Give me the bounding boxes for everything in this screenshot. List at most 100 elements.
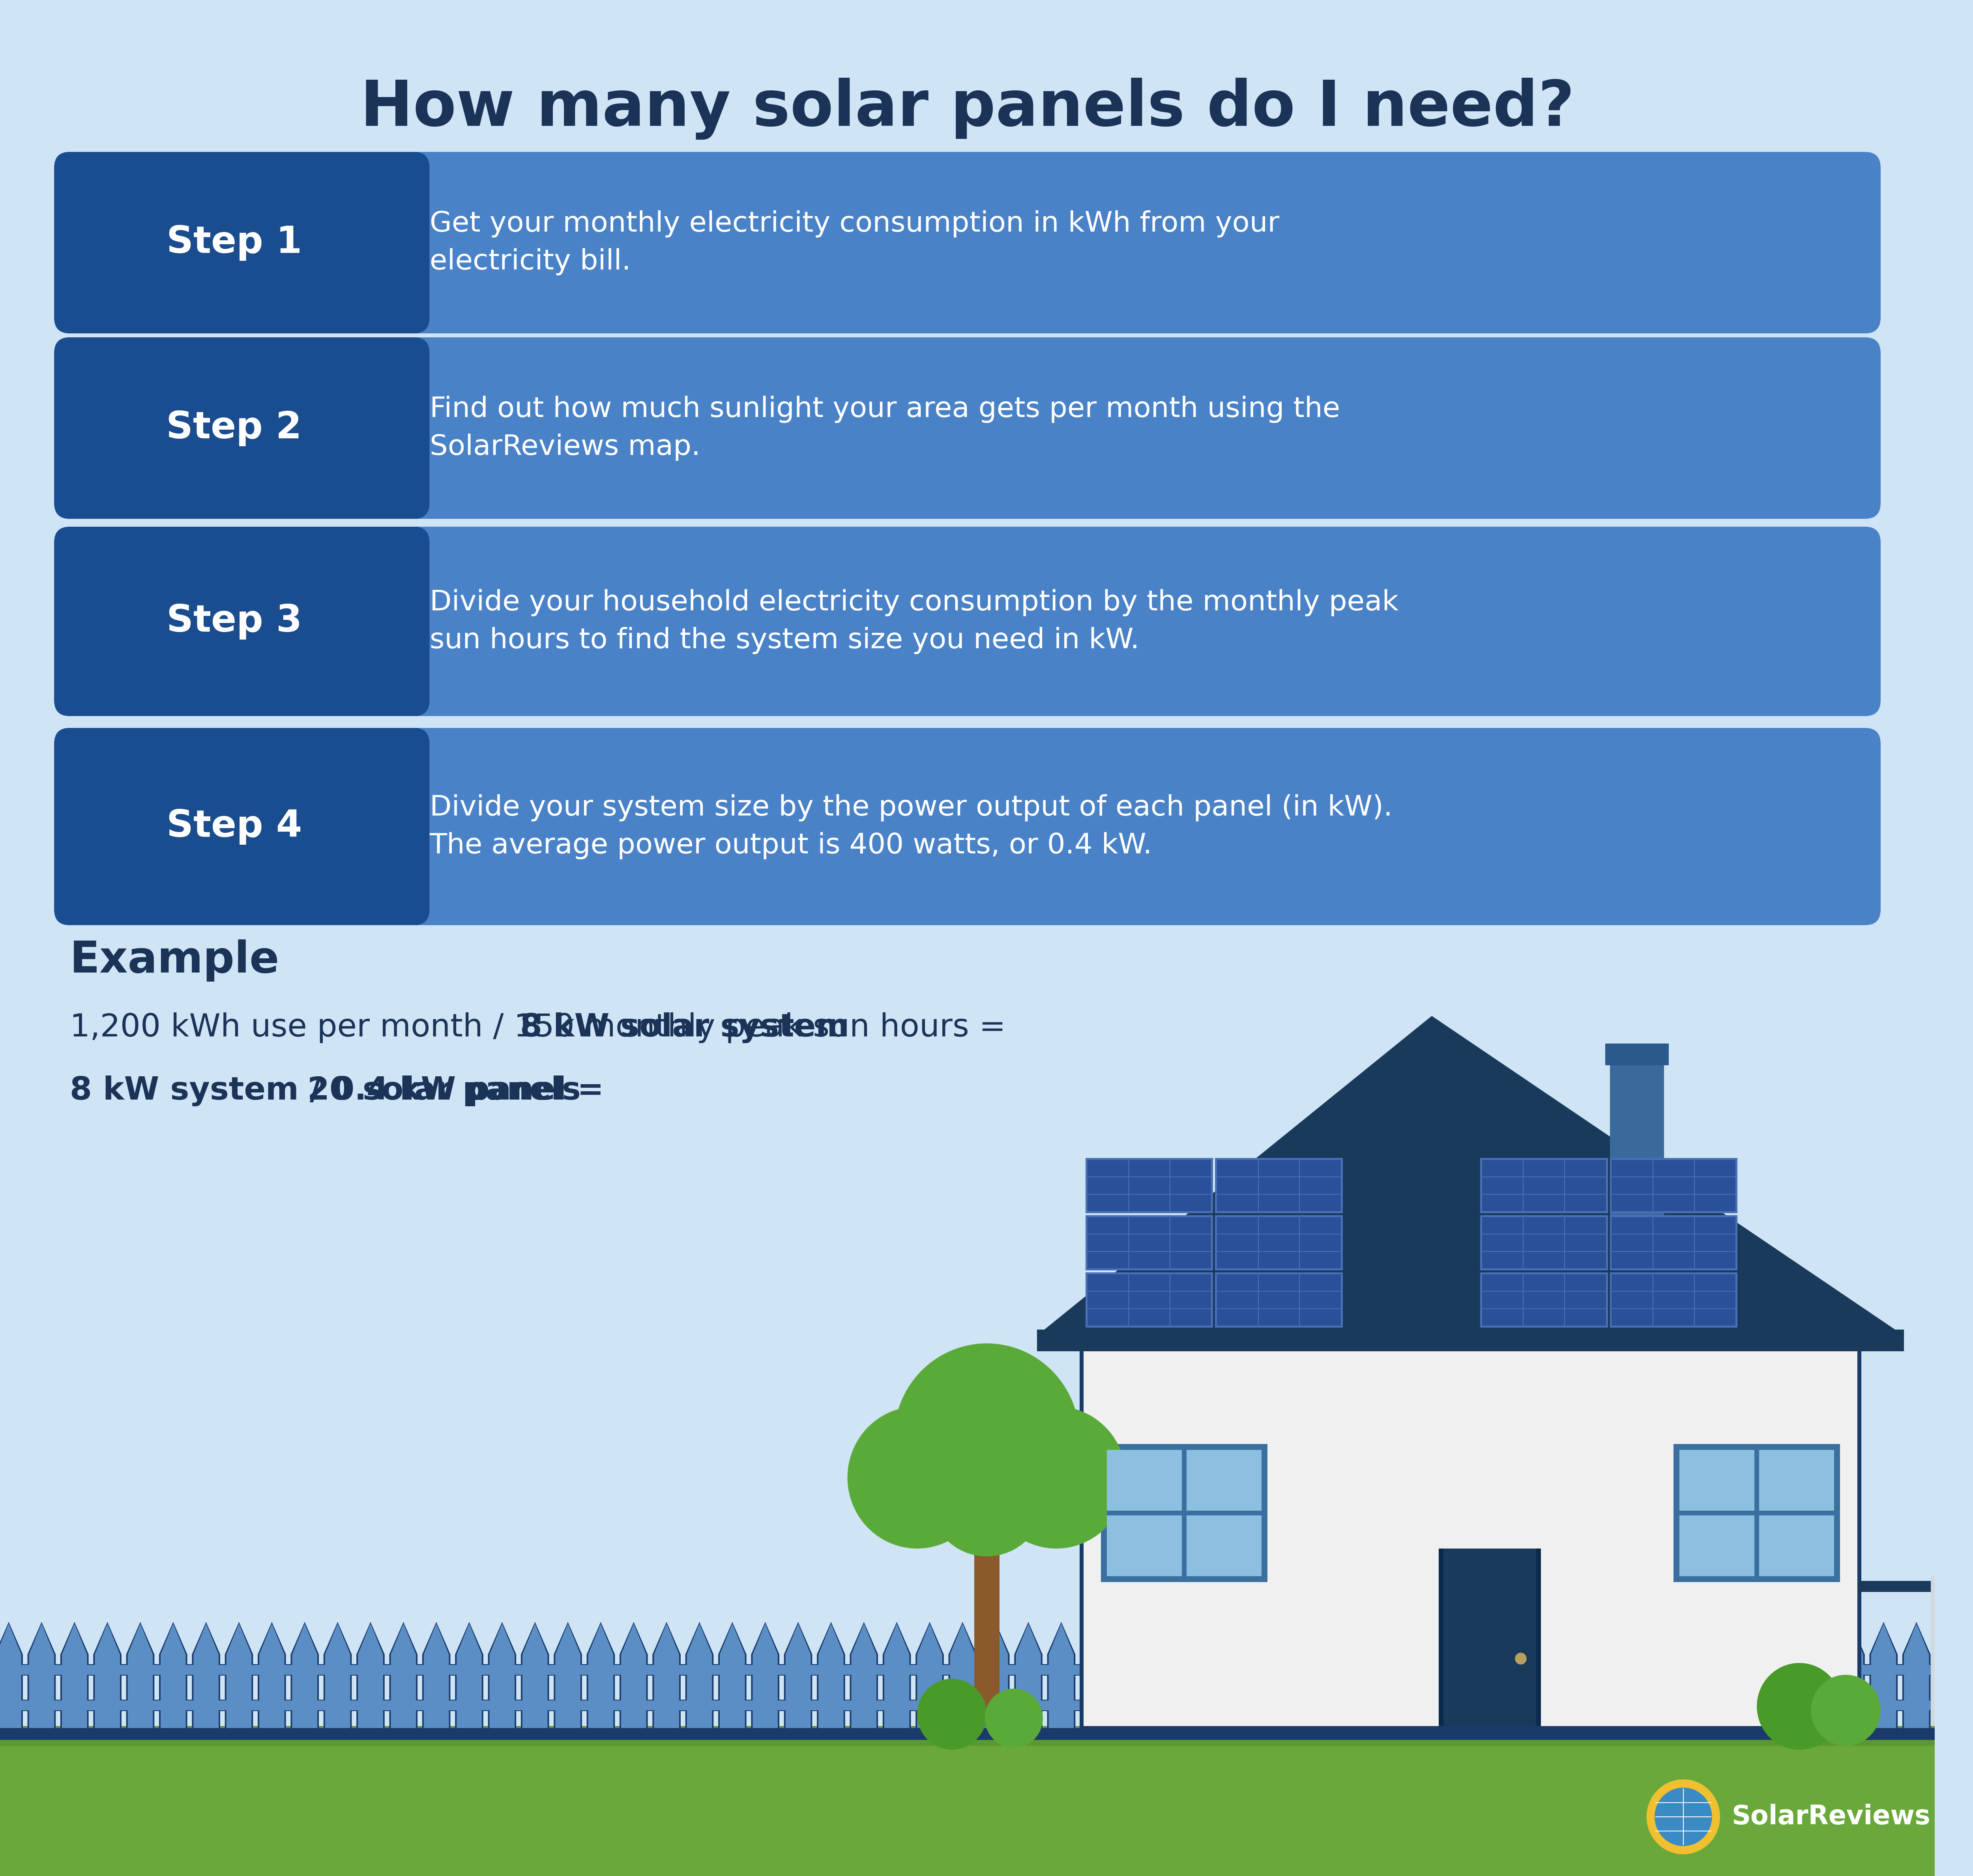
Polygon shape [193, 1623, 219, 1733]
Polygon shape [1740, 1623, 1764, 1733]
Polygon shape [1937, 1623, 1961, 1733]
Polygon shape [1803, 1623, 1831, 1733]
Polygon shape [1279, 1623, 1304, 1733]
Bar [1482, 1159, 1606, 1212]
Polygon shape [489, 1623, 515, 1733]
Polygon shape [1310, 1623, 1338, 1733]
Text: Step 3: Step 3 [166, 604, 302, 640]
Polygon shape [915, 1623, 943, 1733]
Polygon shape [1572, 1623, 1602, 1733]
Polygon shape [1277, 1623, 1306, 1733]
Polygon shape [685, 1623, 714, 1733]
Polygon shape [1377, 1623, 1403, 1733]
Polygon shape [424, 1623, 450, 1733]
Bar [1482, 1218, 1606, 1268]
Polygon shape [95, 1623, 120, 1733]
Polygon shape [983, 1623, 1008, 1733]
Polygon shape [1048, 1623, 1075, 1733]
Polygon shape [1507, 1623, 1535, 1733]
Bar [235, 728, 418, 925]
Polygon shape [1115, 1623, 1140, 1733]
Bar [1444, 1548, 1537, 1726]
Polygon shape [422, 1623, 450, 1733]
Polygon shape [93, 1623, 122, 1733]
Text: How many solar panels do I need?: How many solar panels do I need? [361, 77, 1574, 139]
Polygon shape [1180, 1623, 1206, 1733]
Polygon shape [1870, 1623, 1898, 1733]
Polygon shape [487, 1623, 517, 1733]
Polygon shape [1541, 1623, 1569, 1733]
Polygon shape [586, 1623, 616, 1733]
Polygon shape [819, 1623, 844, 1733]
Text: Find out how much sunlight your area gets per month using the
SolarReviews map.: Find out how much sunlight your area get… [430, 396, 1340, 461]
Bar [0, 1726, 1936, 1747]
Polygon shape [1707, 1623, 1732, 1733]
Polygon shape [850, 1623, 876, 1733]
Bar [1480, 1216, 1608, 1270]
Polygon shape [1837, 1623, 1864, 1733]
Polygon shape [1509, 1623, 1535, 1733]
Polygon shape [1671, 1623, 1701, 1733]
Polygon shape [1770, 1623, 1799, 1733]
Bar [1754, 1450, 1760, 1576]
Polygon shape [1146, 1623, 1174, 1733]
Bar [1610, 1216, 1738, 1270]
Polygon shape [1247, 1623, 1271, 1733]
Polygon shape [554, 1623, 580, 1733]
Polygon shape [718, 1623, 746, 1733]
Polygon shape [391, 1623, 416, 1733]
Polygon shape [752, 1623, 779, 1733]
Circle shape [1647, 1778, 1720, 1853]
Polygon shape [61, 1623, 87, 1733]
Bar [235, 527, 418, 717]
Polygon shape [1705, 1623, 1732, 1733]
FancyBboxPatch shape [53, 152, 1880, 334]
Polygon shape [292, 1623, 318, 1733]
Bar [1215, 1157, 1344, 1214]
Bar [1217, 1159, 1342, 1212]
Bar [1182, 1450, 1186, 1576]
Polygon shape [588, 1623, 614, 1733]
FancyBboxPatch shape [53, 728, 1880, 925]
Text: Divide your system size by the power output of each panel (in kW).
The average p: Divide your system size by the power out… [430, 794, 1393, 859]
Bar [1079, 1351, 1861, 1730]
Polygon shape [1245, 1623, 1273, 1733]
Polygon shape [1543, 1623, 1567, 1733]
Text: 8 kW system / 0.4 kW panel =: 8 kW system / 0.4 kW panel = [69, 1075, 616, 1107]
Bar [1857, 1581, 1943, 1593]
Bar [1085, 1216, 1213, 1270]
Polygon shape [687, 1623, 712, 1733]
Polygon shape [981, 1623, 1010, 1733]
Polygon shape [1772, 1623, 1797, 1733]
Text: 8 kW solar system: 8 kW solar system [521, 1013, 848, 1043]
Polygon shape [720, 1623, 746, 1733]
Bar [975, 1508, 1000, 1726]
Polygon shape [191, 1623, 221, 1733]
Bar [1217, 1274, 1342, 1326]
Bar [1612, 1159, 1736, 1212]
Circle shape [1515, 1653, 1527, 1664]
Bar [235, 152, 418, 334]
FancyBboxPatch shape [53, 152, 430, 334]
Circle shape [1655, 1788, 1713, 1846]
Polygon shape [1608, 1623, 1634, 1733]
Polygon shape [1642, 1623, 1665, 1733]
Bar [1087, 1274, 1211, 1326]
Polygon shape [783, 1623, 813, 1733]
Polygon shape [1081, 1623, 1107, 1733]
Bar [1107, 1510, 1261, 1516]
Text: Step 1: Step 1 [166, 225, 302, 261]
Polygon shape [1673, 1623, 1699, 1733]
Polygon shape [752, 1623, 777, 1733]
Circle shape [917, 1679, 986, 1750]
Polygon shape [225, 1623, 253, 1733]
Polygon shape [882, 1623, 912, 1733]
Bar [1087, 1159, 1211, 1212]
Bar [0, 1664, 1936, 1675]
Polygon shape [160, 1623, 187, 1733]
Polygon shape [1213, 1623, 1239, 1733]
Polygon shape [61, 1623, 89, 1733]
Polygon shape [258, 1623, 286, 1733]
Polygon shape [1148, 1623, 1172, 1733]
Polygon shape [30, 1623, 53, 1733]
